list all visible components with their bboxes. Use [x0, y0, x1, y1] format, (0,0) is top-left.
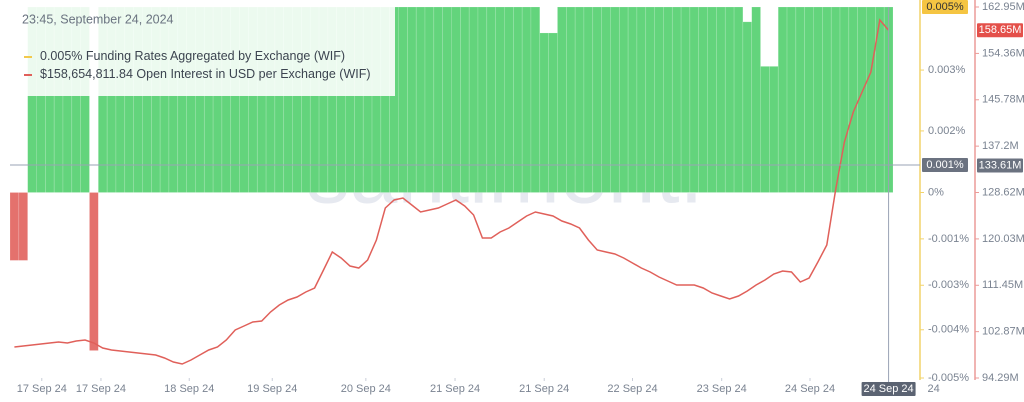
bar [433, 6, 443, 193]
legend-value: $158,654,811.84 [40, 67, 133, 81]
x-tick-label: 24 Sep 24 [785, 383, 835, 395]
y-tick-label: -0.004% [928, 324, 969, 336]
bar [9, 192, 20, 261]
crosshair-y-label-box [922, 158, 968, 173]
bar [495, 6, 505, 193]
x-tick-label: 20 Sep 24 [341, 383, 391, 395]
timestamp: 23:45, September 24, 2024 [22, 12, 174, 26]
x-tick-label: 21 Sep 24 [430, 383, 480, 395]
y2-tick-label: 145.78M [982, 94, 1024, 106]
y2-tick-label: 137.2M [982, 140, 1019, 152]
y-tick-label: -0.005% [928, 372, 969, 384]
plot-area [9, 6, 894, 365]
bar [539, 32, 549, 193]
oi-last-label: 158.65M [979, 24, 1022, 36]
bar [548, 32, 558, 193]
legend-box [12, 7, 395, 96]
y2-tick-label: 128.62M [982, 186, 1024, 198]
y2-tick-label: 102.87M [982, 326, 1024, 338]
x-tick-label: 22 Sep 24 [607, 383, 657, 395]
crosshair-y2-label: 133.61M [979, 159, 1022, 171]
funding-last-label-box [922, 0, 968, 14]
bar [18, 192, 28, 261]
y-tick-label: 0.003% [928, 64, 966, 76]
bar [460, 6, 470, 193]
bar [89, 192, 99, 351]
x-tick-label: 21 Sep 24 [519, 383, 569, 395]
x-tick-label: 24 [927, 383, 939, 395]
y2-tick-label: 154.36M [982, 47, 1024, 59]
bar [477, 6, 488, 193]
legend-entry: 0.005% Funding Rates Aggregated by Excha… [40, 49, 345, 63]
crosshair-y-label: 0.001% [926, 159, 964, 171]
x-tick-label: 18 Sep 24 [164, 383, 214, 395]
legend-entry: $158,654,811.84 Open Interest in USD per… [40, 67, 371, 81]
y-tick-label: -0.001% [928, 233, 969, 245]
x-tick-label: 19 Sep 24 [247, 383, 297, 395]
x-tick-label: 17 Sep 24 [76, 383, 126, 395]
bar [398, 6, 408, 193]
bar [415, 6, 426, 193]
y2-tick-label: 94.29M [982, 372, 1019, 384]
line [14, 18, 890, 365]
crosshair-y2-label-box [977, 158, 1023, 173]
crosshair-x-label: 24 Sep 24 [864, 383, 914, 395]
crosshair-x-label-box [861, 382, 916, 396]
x-tick-label: 23 Sep 24 [697, 383, 747, 395]
y2-tick-label: 111.45M [982, 279, 1023, 291]
legend-value: 0.005% [40, 49, 82, 63]
bar [760, 66, 770, 193]
funding-last-label: 0.005% [926, 1, 964, 13]
y2-tick-label: 162.95M [982, 1, 1024, 13]
legend-name: Open Interest in USD per Exchange (WIF) [136, 67, 370, 81]
legend-name: Funding Rates Aggregated by Exchange (WI… [86, 49, 345, 63]
y-tick-label: -0.003% [928, 279, 969, 291]
y-tick-label: 0% [928, 186, 944, 198]
x-tick-label: 17 Sep 24 [17, 383, 67, 395]
bar [769, 66, 779, 193]
bar [742, 21, 753, 193]
oi-last-label-box [977, 23, 1023, 38]
y2-tick-label: 120.03M [982, 233, 1024, 245]
y-tick-label: 0.002% [928, 125, 966, 137]
